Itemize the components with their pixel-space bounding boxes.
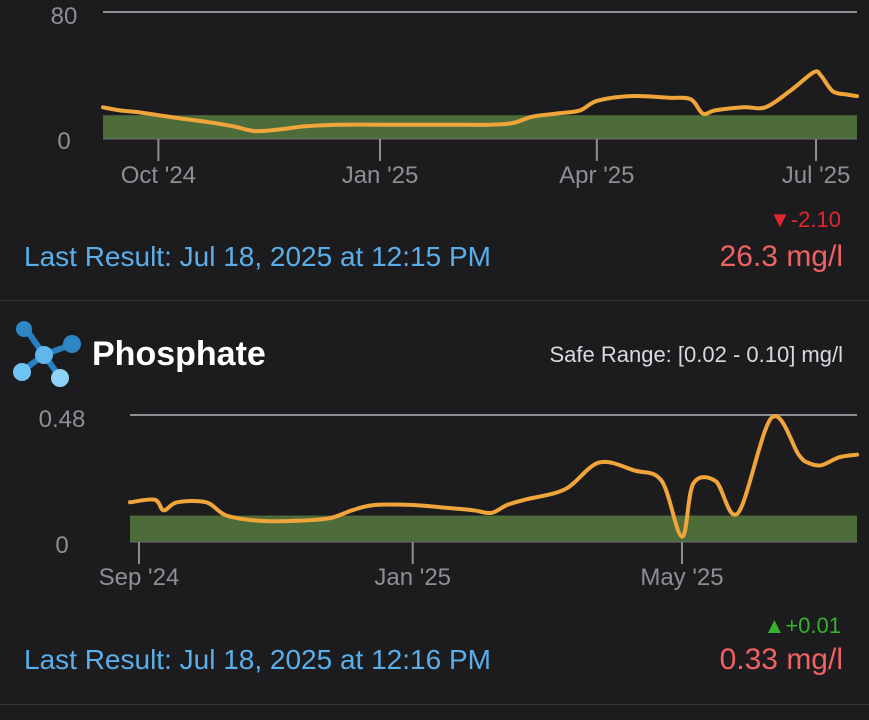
x-tick-label: Jan '25: [374, 564, 451, 591]
phosphate-card[interactable]: Phosphate Safe Range: [0.02 - 0.10] mg/l…: [0, 301, 869, 704]
nitrate-card[interactable]: 80 0 Oct '24 Jan '25 Apr '25 Jul '25 ▼-2.10 L…: [0, 0, 869, 300]
y-tick-label: 0: [57, 128, 70, 155]
phosphate-last-result: Last Result: Jul 18, 2025 at 12:16 PM: [24, 644, 491, 675]
y-tick-label: 0.48: [39, 406, 86, 433]
phosphate-chart: 0.48 0 Sep '24 Jan '25 May '25: [39, 406, 859, 591]
y-tick-label: 80: [51, 3, 78, 30]
molecule-icon: [13, 321, 81, 387]
nitrate-delta: ▼-2.10: [769, 207, 841, 232]
nitrate-value: 26.3 mg/l: [719, 240, 843, 273]
parameter-title: Phosphate: [92, 335, 266, 373]
safe-range-band: [103, 115, 857, 139]
card-separator-bottom: [0, 704, 869, 705]
safe-range-label: Safe Range: [0.02 - 0.10] mg/l: [549, 342, 843, 367]
x-tick-label: Oct '24: [121, 162, 196, 189]
x-tick-label: Sep '24: [99, 564, 180, 591]
x-tick-label: May '25: [640, 564, 723, 591]
card-separator: [0, 300, 869, 301]
phosphate-delta: ▲+0.01: [763, 613, 841, 638]
nitrate-chart: 80 0 Oct '24 Jan '25 Apr '25 Jul '25: [51, 3, 859, 189]
x-tick-label: Jan '25: [342, 162, 419, 189]
y-tick-label: 0: [55, 532, 68, 559]
phosphate-value: 0.33 mg/l: [719, 643, 843, 676]
nitrate-last-result: Last Result: Jul 18, 2025 at 12:15 PM: [24, 241, 491, 272]
x-tick-label: Apr '25: [559, 162, 634, 189]
x-tick-label: Jul '25: [782, 162, 851, 189]
